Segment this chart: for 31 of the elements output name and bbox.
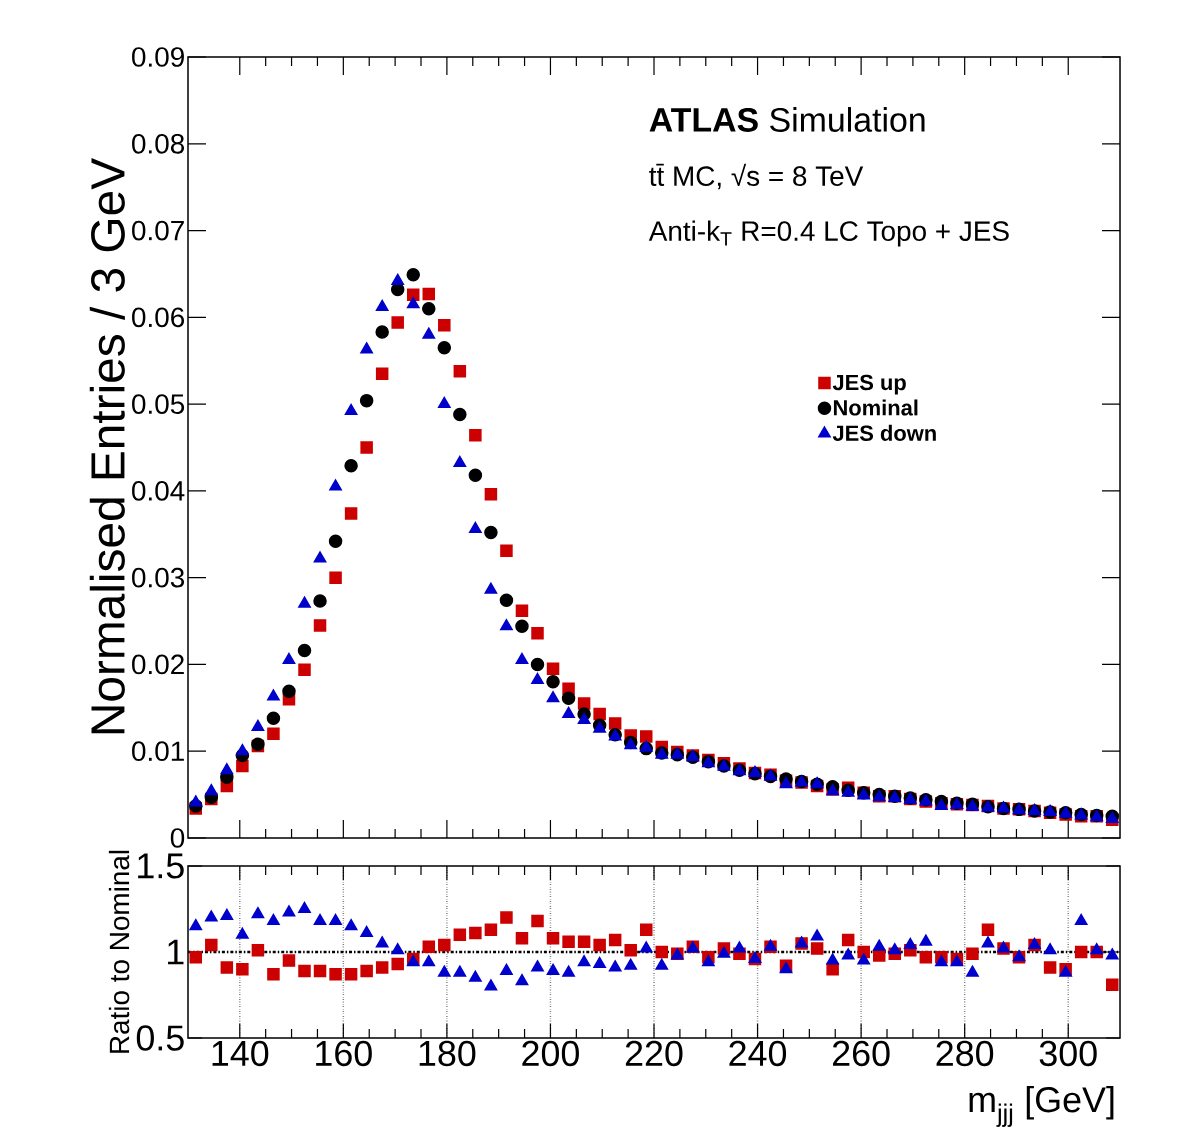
x-tick-label: 220 (625, 1040, 683, 1067)
y-tick-label: 0.09 (132, 47, 184, 67)
legend-label: JES up (832, 374, 906, 395)
y-tick-label: 0.01 (132, 741, 184, 762)
y-tick-label: 0.5 (136, 1025, 184, 1051)
x-axis-title: m$_{jjj}$ [GeV] (969, 1086, 1114, 1127)
annotation: tt̄ MC, √s = 8 TeV (649, 163, 864, 190)
x-tick-label: 300 (1039, 1040, 1097, 1067)
y-tick-label: 0 (170, 828, 185, 848)
legend-label: JES down (832, 424, 936, 441)
y-tick-label: 0.05 (132, 394, 185, 414)
annotation: Anti-k$_{T}$ R=0.4 LC Topo + JES (648, 220, 1009, 247)
x-tick-label: 180 (419, 1040, 476, 1067)
x-tick-label: 200 (522, 1040, 579, 1067)
x-tick-label: 140 (212, 1040, 269, 1067)
y-axis-title: Normalised Entries / 3 GeV (89, 158, 125, 734)
annotation: ATLAS Simulation (649, 107, 925, 132)
y-tick-label: 0.06 (132, 307, 185, 328)
y-tick-label: 0.03 (132, 567, 185, 588)
y-tick-label: 1.5 (138, 853, 184, 879)
y-tick-label: 0.02 (132, 654, 184, 675)
y-tick-label: 1 (168, 939, 184, 965)
y-tick-label: 0.08 (132, 133, 185, 154)
y-tick-label: 0.04 (132, 481, 185, 501)
x-tick-label: 160 (316, 1040, 372, 1067)
y-tick-label: 0.07 (132, 220, 184, 241)
x-tick-label: 240 (729, 1040, 787, 1067)
y-axis-title: Ratio to Nominal (108, 850, 130, 1053)
x-tick-label: 260 (833, 1040, 890, 1067)
x-tick-label: 280 (936, 1040, 994, 1067)
legend-label: Nominal (833, 399, 918, 416)
